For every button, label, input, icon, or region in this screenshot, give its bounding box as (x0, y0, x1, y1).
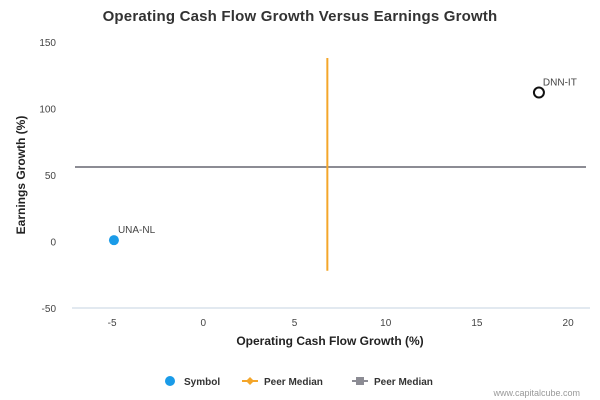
legend-item: Peer Median (352, 377, 433, 388)
credit-text: www.capitalcube.com (492, 388, 580, 398)
legend-label: Symbol (184, 377, 220, 388)
y-tick-label: 0 (50, 238, 56, 249)
x-tick-label: 5 (292, 318, 298, 329)
data-point (532, 86, 545, 99)
x-tick-labels: -5 0 5 10 15 20 (108, 318, 574, 329)
x-tick-label: 0 (201, 318, 207, 329)
legend-marker (165, 376, 175, 386)
y-tick-labels: -50 0 50 100 150 (39, 38, 56, 315)
legend-label: Peer Median (264, 377, 323, 388)
data-point (108, 235, 119, 246)
x-tick-label: 20 (563, 318, 575, 329)
legend-label: Peer Median (374, 377, 433, 388)
y-axis-title: Earnings Growth (%) (14, 116, 28, 235)
legend-marker (246, 377, 254, 385)
x-tick-label: 10 (380, 318, 392, 329)
data-points: UNA-NL DNN-IT (108, 78, 577, 246)
legend-item: Symbol (165, 376, 220, 388)
x-axis-title: Operating Cash Flow Growth (%) (236, 334, 423, 348)
x-tick-label: -5 (108, 318, 117, 329)
x-tick-label: 15 (471, 318, 483, 329)
legend-marker (356, 377, 364, 385)
y-tick-label: 150 (39, 38, 56, 49)
chart-title: Operating Cash Flow Growth Versus Earnin… (103, 8, 498, 25)
point-label: UNA-NL (118, 225, 156, 236)
y-tick-label: 100 (39, 105, 56, 116)
y-tick-label: 50 (45, 171, 57, 182)
legend: Symbol Peer Median Peer Median (165, 376, 433, 388)
y-tick-label: -50 (42, 304, 57, 315)
point-label: DNN-IT (543, 78, 577, 89)
legend-item: Peer Median (242, 377, 323, 388)
